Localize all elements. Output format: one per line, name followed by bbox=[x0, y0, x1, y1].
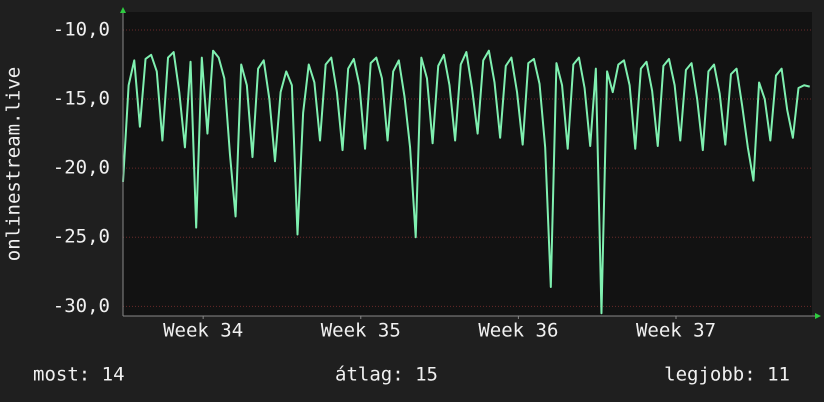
y-tick-label: -25,0 bbox=[53, 226, 110, 248]
data-line bbox=[122, 49, 810, 315]
x-tick-label: Week 37 bbox=[636, 320, 716, 342]
y-tick-label: -10,0 bbox=[53, 18, 110, 40]
y-tick-label: -20,0 bbox=[53, 157, 110, 179]
footer-now: most: 14 bbox=[33, 364, 125, 386]
y-tick-label: -30,0 bbox=[53, 295, 110, 317]
y-axis-label: onlinestream.live bbox=[3, 67, 25, 261]
axis-arrow bbox=[815, 313, 821, 319]
y-tick-label: -15,0 bbox=[53, 88, 110, 110]
x-tick-label: Week 35 bbox=[321, 320, 401, 342]
footer-average: átlag: 15 bbox=[335, 364, 438, 386]
footer-best: legjobb: 11 bbox=[664, 364, 790, 386]
x-tick-label: Week 34 bbox=[163, 320, 243, 342]
x-tick-label: Week 36 bbox=[478, 320, 558, 342]
axis-arrow bbox=[120, 7, 126, 13]
